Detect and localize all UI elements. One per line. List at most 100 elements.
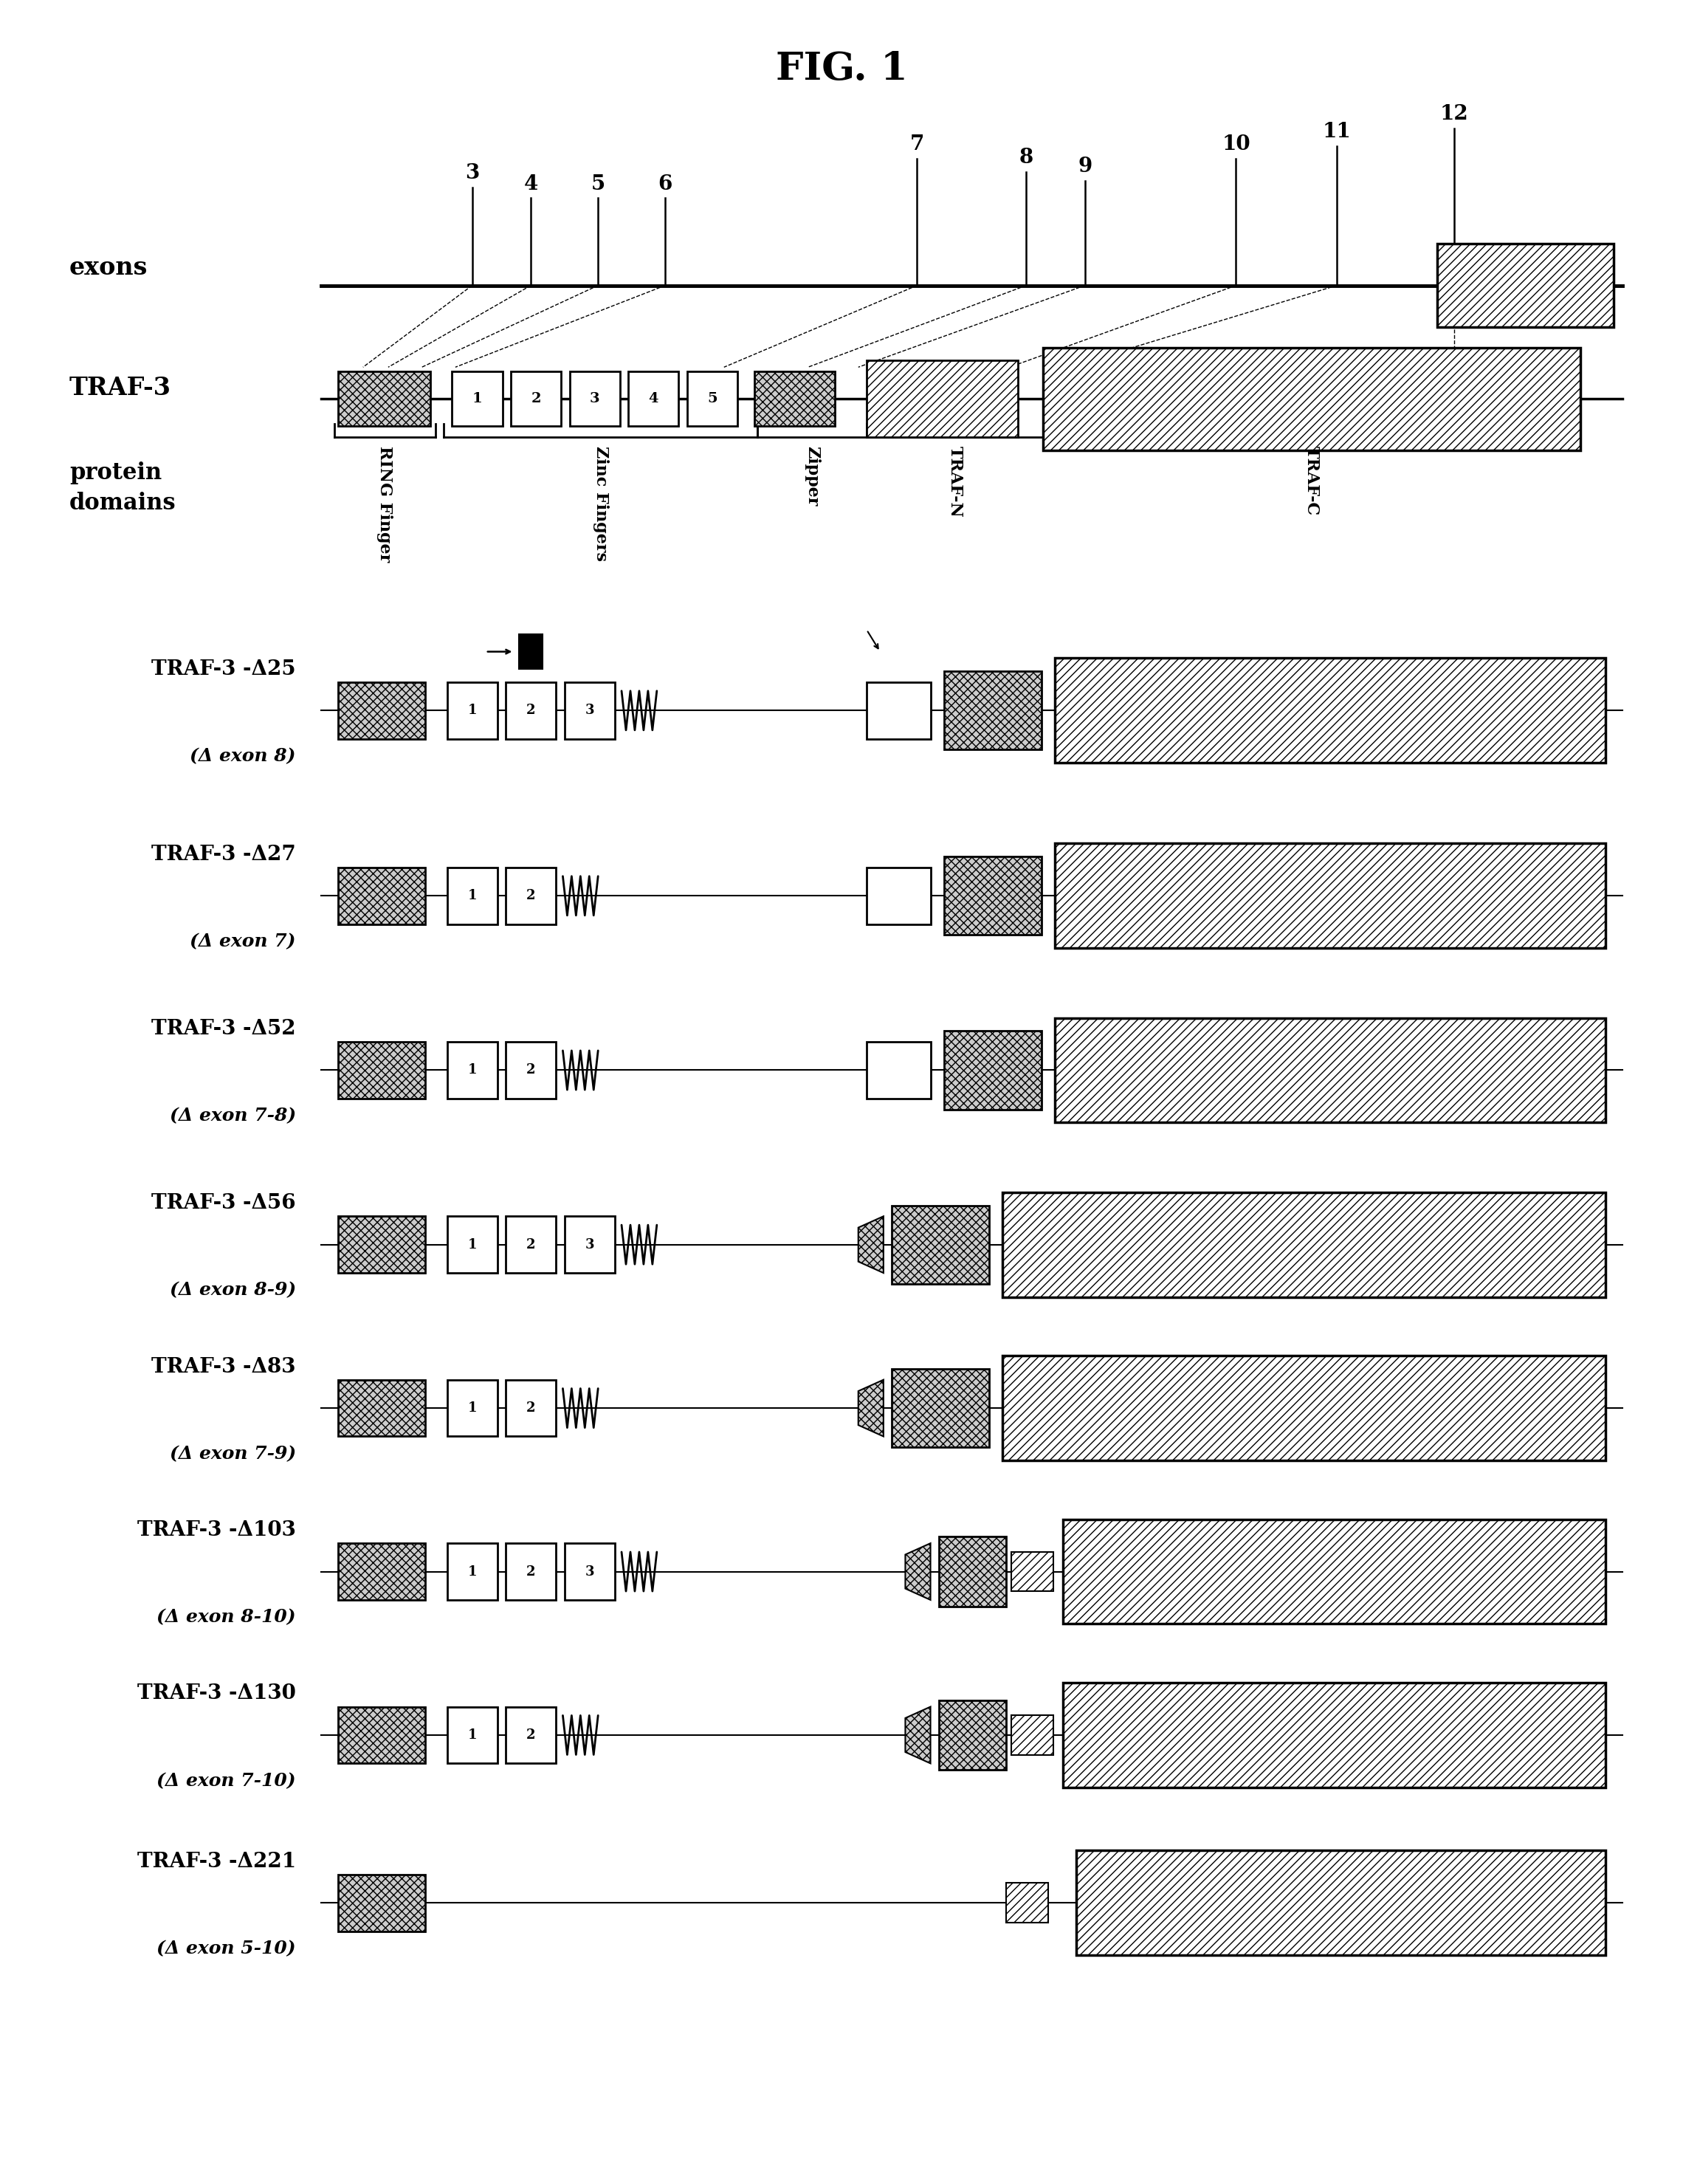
Text: 2: 2 bbox=[527, 889, 535, 902]
Bar bbox=[1003, 1356, 1606, 1461]
Bar bbox=[564, 1216, 614, 1273]
Bar bbox=[867, 681, 931, 738]
Text: 2: 2 bbox=[527, 1728, 535, 1741]
Bar bbox=[939, 1538, 1006, 1607]
Bar bbox=[448, 1216, 496, 1273]
Text: 3: 3 bbox=[465, 164, 480, 183]
Bar bbox=[505, 681, 555, 738]
Bar bbox=[448, 1380, 496, 1437]
Text: 2: 2 bbox=[527, 1064, 535, 1077]
Bar bbox=[448, 681, 496, 738]
Bar bbox=[754, 371, 835, 426]
Bar bbox=[564, 1544, 614, 1601]
Text: 3: 3 bbox=[586, 1566, 594, 1579]
Bar bbox=[505, 867, 555, 924]
Text: 6: 6 bbox=[658, 175, 673, 194]
Bar bbox=[338, 1544, 426, 1601]
Text: (Δ exon 7-8): (Δ exon 7-8) bbox=[170, 1107, 296, 1125]
Text: TRAF-N: TRAF-N bbox=[948, 446, 963, 518]
Text: TRAF-3 -Δ56: TRAF-3 -Δ56 bbox=[151, 1192, 296, 1212]
Bar bbox=[338, 1380, 426, 1437]
Text: exons: exons bbox=[69, 256, 148, 280]
Text: 1: 1 bbox=[468, 1402, 476, 1415]
Bar bbox=[338, 681, 426, 738]
Text: TRAF-3 -Δ130: TRAF-3 -Δ130 bbox=[138, 1684, 296, 1704]
Bar bbox=[944, 670, 1042, 749]
Bar bbox=[518, 633, 542, 668]
Bar bbox=[1055, 1018, 1606, 1123]
Bar bbox=[944, 856, 1042, 935]
Text: 7: 7 bbox=[911, 135, 924, 155]
Text: 3: 3 bbox=[589, 393, 599, 406]
Text: 5: 5 bbox=[591, 175, 606, 194]
Bar bbox=[1077, 1850, 1606, 1955]
Bar bbox=[569, 371, 619, 426]
Text: RING Finger: RING Finger bbox=[377, 446, 392, 561]
Text: TRAF-C: TRAF-C bbox=[1303, 446, 1319, 515]
Text: 12: 12 bbox=[1441, 105, 1469, 124]
Text: (Δ exon 5-10): (Δ exon 5-10) bbox=[157, 1939, 296, 1957]
Text: (Δ exon 7-10): (Δ exon 7-10) bbox=[157, 1771, 296, 1789]
Bar bbox=[867, 867, 931, 924]
Text: protein: protein bbox=[69, 461, 162, 485]
Text: 5: 5 bbox=[707, 393, 717, 406]
Text: TRAF-3 -Δ52: TRAF-3 -Δ52 bbox=[151, 1018, 296, 1040]
Polygon shape bbox=[905, 1544, 931, 1601]
Bar bbox=[892, 1369, 990, 1448]
Text: Zinc Fingers: Zinc Fingers bbox=[592, 446, 609, 561]
Text: 1: 1 bbox=[468, 1064, 476, 1077]
Text: 4: 4 bbox=[648, 393, 658, 406]
Bar bbox=[892, 1206, 990, 1284]
Text: 9: 9 bbox=[1077, 157, 1092, 177]
Bar bbox=[453, 371, 502, 426]
Text: 8: 8 bbox=[1020, 149, 1033, 168]
Bar bbox=[1003, 1192, 1606, 1297]
Bar bbox=[338, 1706, 426, 1762]
Text: 1: 1 bbox=[468, 889, 476, 902]
Bar bbox=[338, 1042, 426, 1099]
Text: 1: 1 bbox=[468, 1238, 476, 1251]
Text: 2: 2 bbox=[527, 703, 535, 716]
Bar bbox=[628, 371, 678, 426]
Bar bbox=[1043, 347, 1580, 450]
Bar bbox=[338, 371, 431, 426]
Bar bbox=[867, 1042, 931, 1099]
Bar bbox=[505, 1216, 555, 1273]
Bar bbox=[510, 371, 560, 426]
Bar bbox=[1055, 657, 1606, 762]
Text: (Δ exon 8): (Δ exon 8) bbox=[190, 747, 296, 764]
Text: FIG. 1: FIG. 1 bbox=[776, 50, 907, 87]
Text: 11: 11 bbox=[1323, 122, 1351, 142]
Bar bbox=[338, 1216, 426, 1273]
Text: (Δ exon 7): (Δ exon 7) bbox=[190, 933, 296, 950]
Bar bbox=[505, 1042, 555, 1099]
Polygon shape bbox=[858, 1216, 884, 1273]
Bar bbox=[1064, 1682, 1606, 1787]
Text: TRAF-3 -Δ27: TRAF-3 -Δ27 bbox=[151, 845, 296, 865]
Polygon shape bbox=[905, 1706, 931, 1762]
Text: TRAF-3 -Δ83: TRAF-3 -Δ83 bbox=[151, 1356, 296, 1376]
Bar bbox=[1055, 843, 1606, 948]
Bar bbox=[505, 1706, 555, 1762]
Bar bbox=[448, 1544, 496, 1601]
Text: 2: 2 bbox=[527, 1566, 535, 1579]
Text: 1: 1 bbox=[468, 703, 476, 716]
Bar bbox=[448, 1706, 496, 1762]
Text: (Δ exon 8-9): (Δ exon 8-9) bbox=[170, 1282, 296, 1299]
Bar bbox=[687, 371, 737, 426]
Bar bbox=[944, 1031, 1042, 1109]
Bar bbox=[1437, 245, 1614, 328]
Bar bbox=[505, 1544, 555, 1601]
Text: TRAF-3 -Δ103: TRAF-3 -Δ103 bbox=[138, 1520, 296, 1540]
Bar bbox=[1011, 1553, 1054, 1592]
Text: TRAF-3 -Δ25: TRAF-3 -Δ25 bbox=[151, 660, 296, 679]
Bar bbox=[939, 1699, 1006, 1769]
Text: TRAF-3 -Δ221: TRAF-3 -Δ221 bbox=[136, 1852, 296, 1872]
Text: TRAF-3: TRAF-3 bbox=[69, 376, 172, 400]
Bar bbox=[448, 867, 496, 924]
Polygon shape bbox=[858, 1380, 884, 1437]
Text: Zipper: Zipper bbox=[804, 446, 820, 507]
Text: 10: 10 bbox=[1222, 135, 1250, 155]
Bar bbox=[1006, 1883, 1049, 1922]
Bar bbox=[448, 1042, 496, 1099]
